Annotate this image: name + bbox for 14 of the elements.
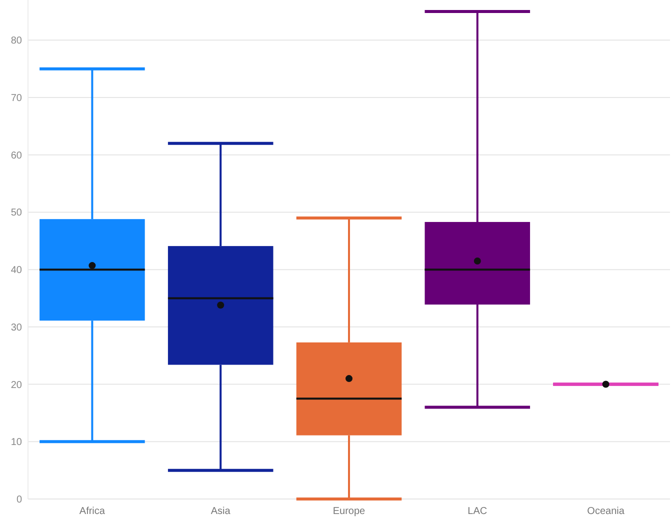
x-tick-label: Europe [332, 506, 366, 517]
y-tick-label: 20 [10, 380, 22, 391]
y-tick-label: 40 [10, 265, 22, 276]
x-tick-label: LAC [468, 506, 488, 517]
y-tick-label: 30 [10, 322, 22, 334]
x-tick-label: Oceania [587, 506, 625, 517]
y-tick-label: 50 [10, 208, 22, 219]
y-tick-label: 10 [10, 437, 22, 448]
y-tick-label: 80 [10, 36, 22, 47]
y-tick-label: 60 [10, 150, 22, 162]
x-tick-label: Asia [210, 506, 231, 517]
y-tick-label: 0 [16, 494, 22, 506]
y-tick-label: 70 [10, 93, 22, 104]
x-tick-label: Africa [79, 506, 106, 517]
